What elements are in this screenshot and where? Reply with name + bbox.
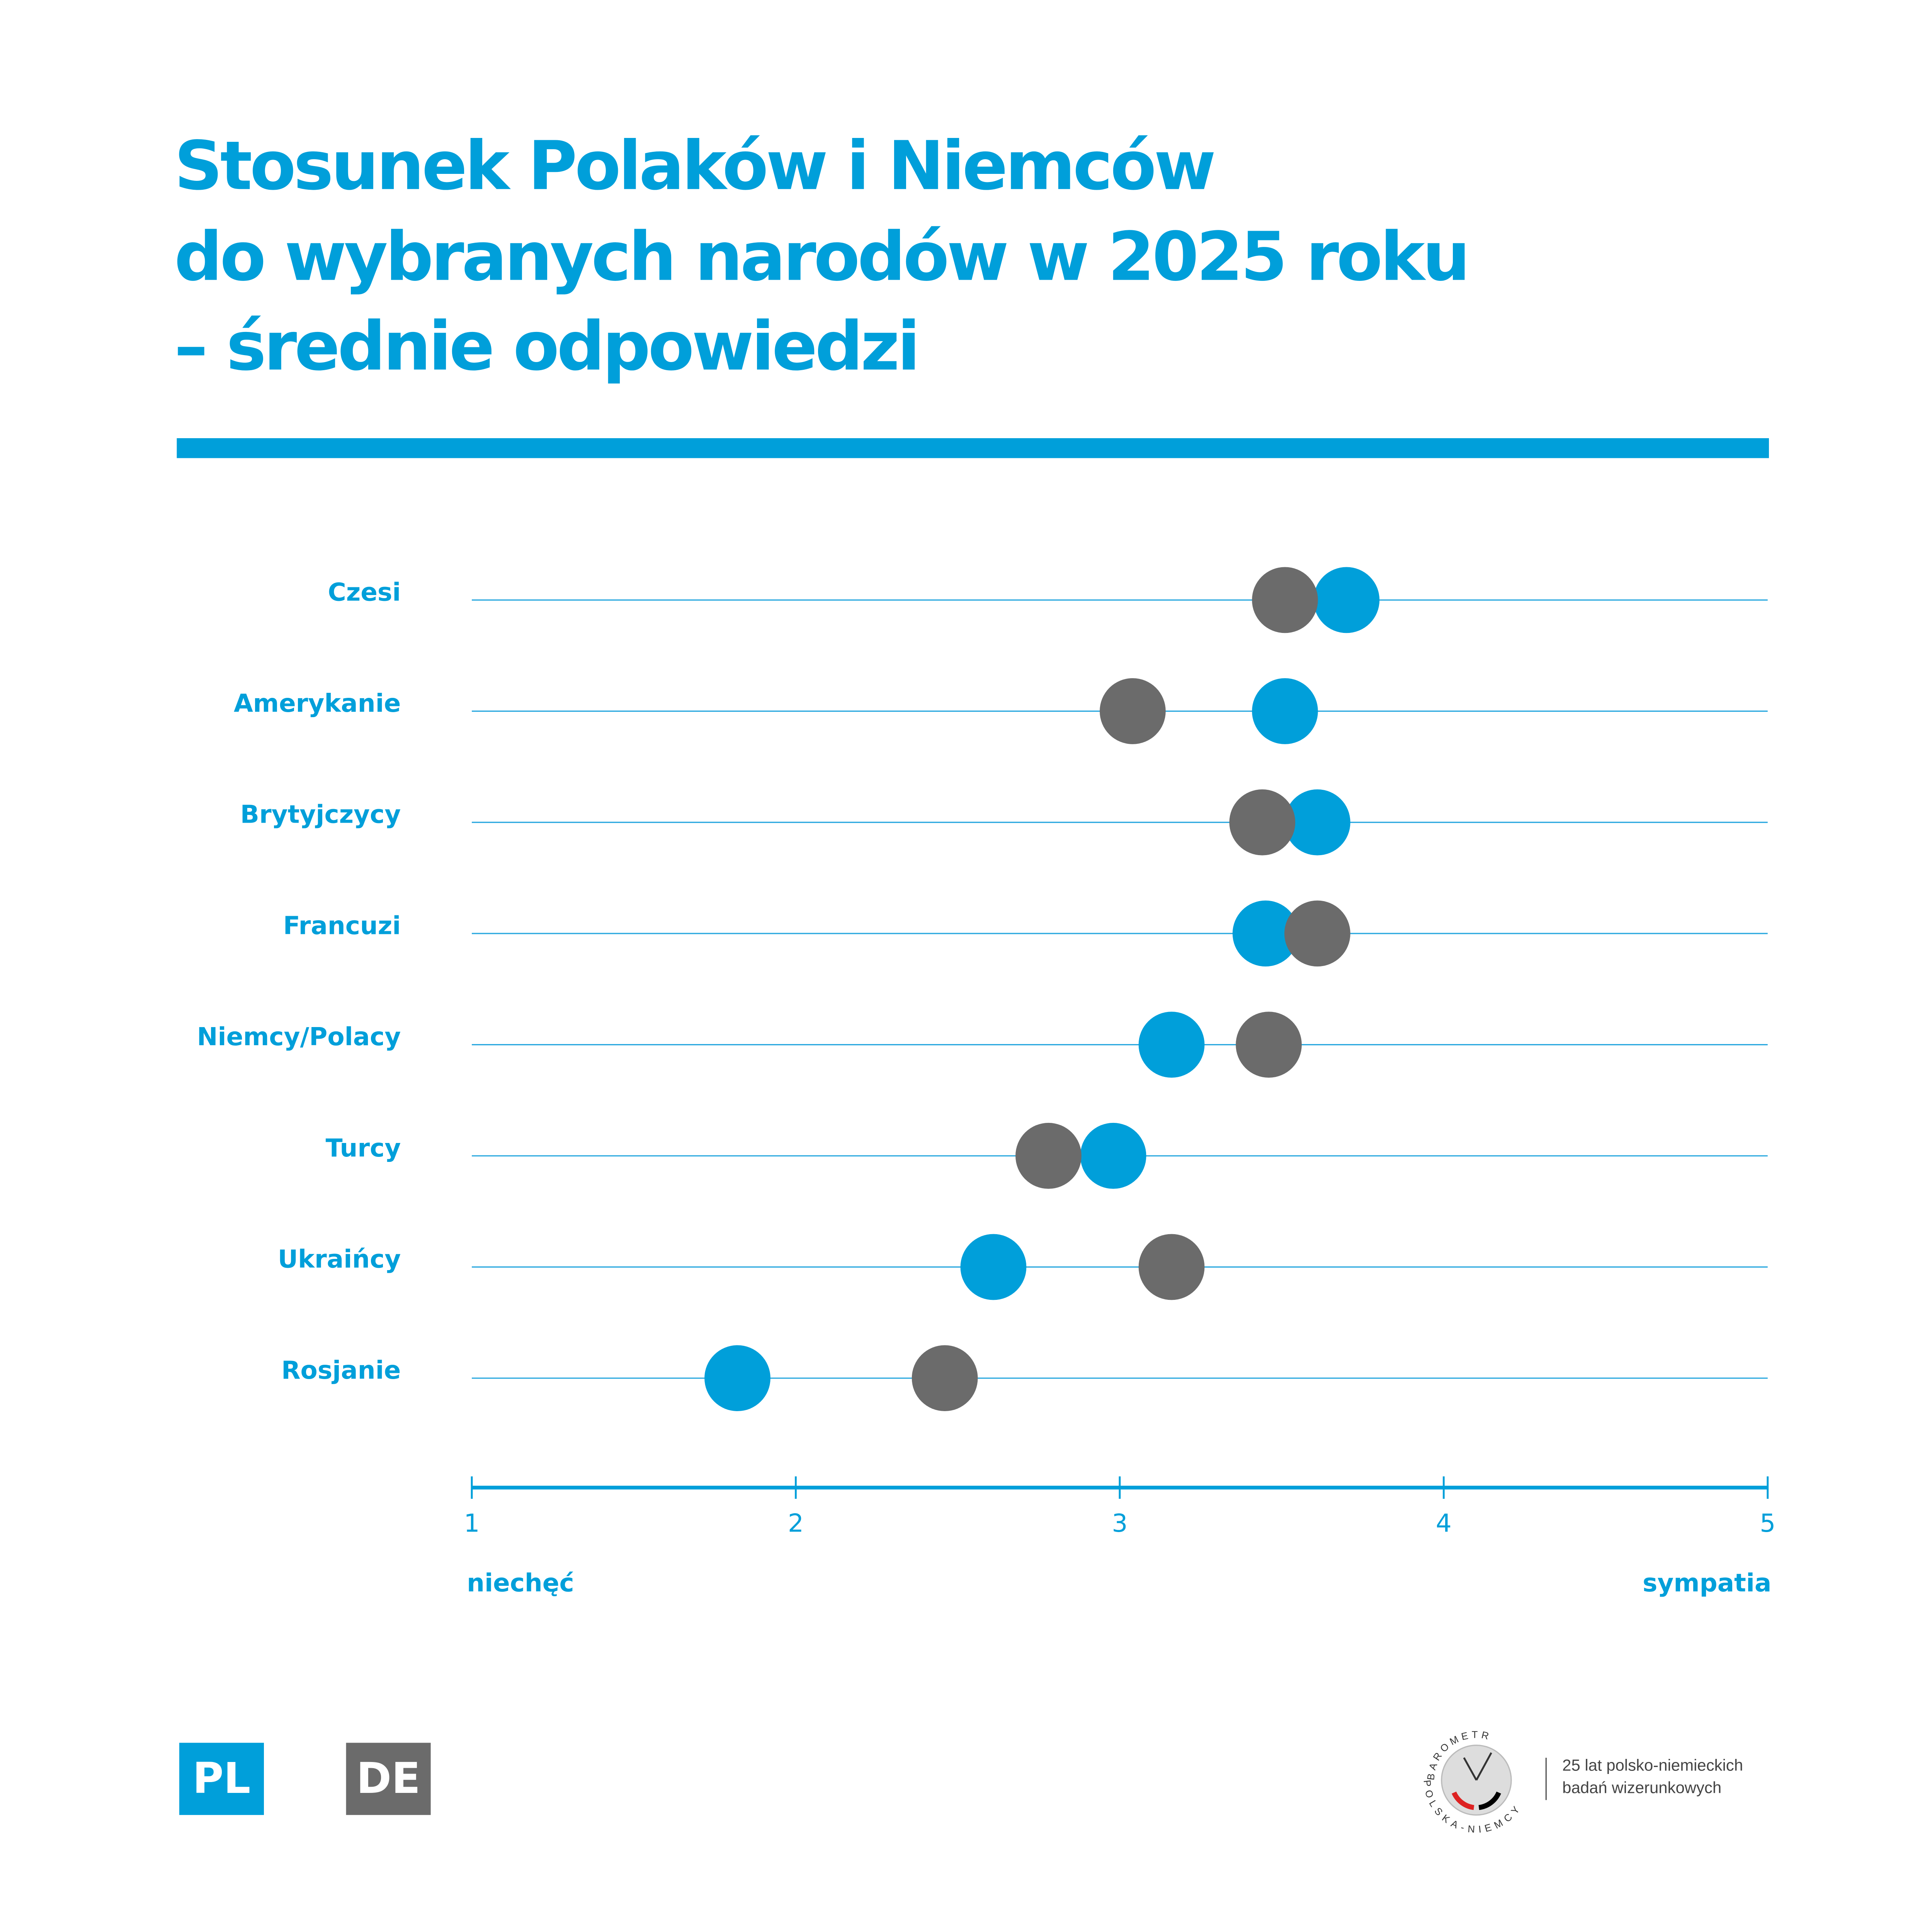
dot: [1313, 567, 1380, 633]
dot: [1284, 900, 1350, 967]
legend-label: PL: [192, 1753, 250, 1803]
category-label: Brytyjczycy: [240, 800, 401, 829]
dot: [704, 1345, 770, 1412]
dot: [1015, 1122, 1082, 1189]
category-label: Ukraińcy: [278, 1245, 401, 1274]
category-label: Rosjanie: [281, 1356, 401, 1385]
x-tick-label: 2: [788, 1509, 804, 1538]
dot: [1252, 567, 1318, 633]
x-tick-label: 4: [1436, 1509, 1452, 1538]
legend-label: DE: [356, 1753, 420, 1803]
dot: [1236, 1012, 1302, 1078]
legend-swatch: [179, 1743, 264, 1815]
logo-dial: [1441, 1745, 1512, 1816]
logo-needle: [1475, 1752, 1492, 1781]
legend-swatch: [346, 1743, 431, 1815]
logo-flag: [1451, 1791, 1475, 1810]
x-tick-label: 3: [1112, 1509, 1128, 1538]
chart-title: do wybranych narodów w 2025 roku: [174, 218, 1468, 296]
category-label: Czesi: [328, 578, 401, 607]
logo-needle: [1463, 1757, 1477, 1781]
dot: [1138, 1012, 1205, 1078]
dot: [1080, 1122, 1146, 1189]
dot: [960, 1234, 1027, 1300]
dot: [1232, 900, 1299, 967]
logo-caption: 25 lat polsko-niemieckich: [1562, 1756, 1743, 1774]
category-label: Amerykanie: [234, 689, 401, 718]
axis-min-label: niechęć: [467, 1569, 574, 1598]
axis-max-label: sympatia: [1643, 1569, 1771, 1598]
chart-title: Stosunek Polaków i Niemców: [174, 127, 1214, 205]
category-label: Francuzi: [283, 911, 401, 940]
chart-title: – średnie odpowiedzi: [174, 308, 918, 386]
dot: [1138, 1234, 1205, 1300]
category-label: Niemcy/Polacy: [197, 1022, 401, 1051]
category-label: Turcy: [326, 1134, 401, 1163]
title-rule: [177, 438, 1769, 458]
dot: [1229, 789, 1296, 855]
x-tick-label: 1: [464, 1509, 480, 1538]
dot: [1284, 789, 1350, 855]
dot: [1252, 678, 1318, 744]
dot: [912, 1345, 978, 1412]
x-tick-label: 5: [1760, 1509, 1776, 1538]
dot: [1100, 678, 1166, 744]
logo-caption: badań wizerunkowych: [1562, 1779, 1721, 1797]
logo-flag: [1478, 1791, 1501, 1810]
